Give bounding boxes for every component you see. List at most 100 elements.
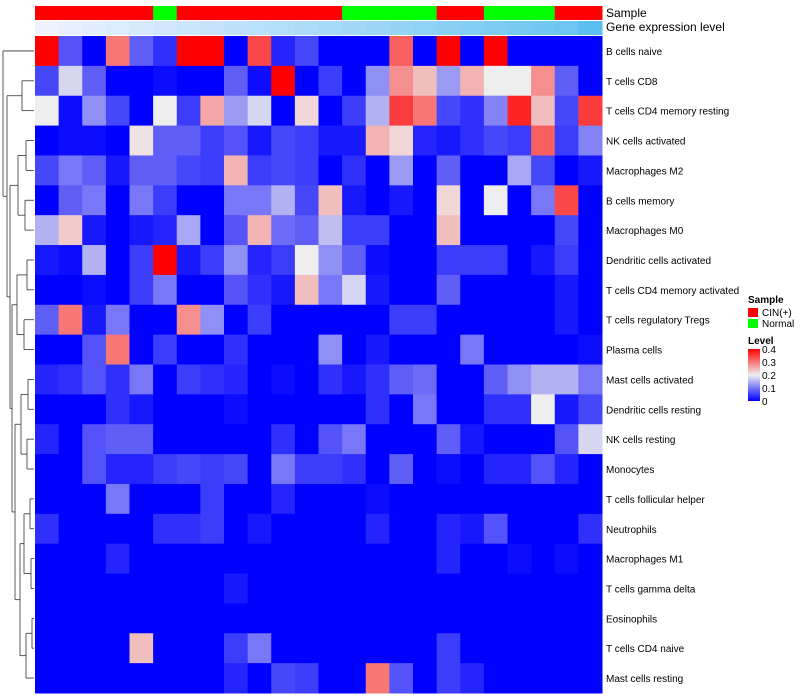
heatmap-cell <box>531 95 556 127</box>
sample-annotation-cell <box>483 6 508 20</box>
heatmap-cell <box>389 155 414 186</box>
heatmap-cell <box>176 543 201 575</box>
heatmap-cell <box>507 155 532 186</box>
heatmap-cell <box>389 185 414 216</box>
heatmap-cell <box>105 95 130 127</box>
heatmap-cell <box>413 185 438 216</box>
heatmap-cell <box>153 543 178 575</box>
heatmap-cell <box>483 304 508 336</box>
row-labels: B cells naive T cells CD8 T cells CD4 memo… <box>606 47 739 685</box>
heatmap-cell <box>271 633 296 664</box>
heatmap-cell <box>483 603 508 634</box>
legend-level-tick: 0.3 <box>762 358 776 369</box>
heatmap-cell <box>82 274 107 306</box>
heatmap-cell <box>224 663 249 694</box>
heatmap-cell <box>224 274 249 306</box>
heatmap-cell <box>460 513 485 545</box>
heatmap-cell <box>460 334 485 365</box>
heatmap-cell <box>318 125 343 156</box>
heatmap-cell <box>460 483 485 515</box>
heatmap-cell <box>483 215 508 246</box>
heatmap-cell <box>436 125 461 156</box>
heatmap-cell <box>176 573 201 604</box>
heatmap-cell <box>58 424 83 455</box>
heatmap-cell <box>271 573 296 604</box>
heatmap-cell <box>271 185 296 216</box>
heatmap-cell <box>460 364 485 395</box>
heatmap-cell <box>460 663 485 694</box>
heatmap-cell <box>247 364 272 395</box>
row-label: NK cells activated <box>606 137 685 148</box>
heatmap-cell <box>531 185 556 216</box>
sample-annotation-cell <box>507 6 532 20</box>
heatmap-cell <box>318 394 343 425</box>
heatmap-cell <box>342 245 367 276</box>
heatmap-cell <box>58 95 83 127</box>
heatmap-cell <box>365 334 390 365</box>
expression-annotation-cell <box>507 21 532 35</box>
heatmap-cell <box>200 633 225 664</box>
heatmap-cell <box>578 95 603 127</box>
heatmap-cell <box>247 155 272 186</box>
heatmap-cell <box>436 394 461 425</box>
heatmap-cell <box>460 454 485 485</box>
heatmap-cell <box>247 334 272 365</box>
heatmap-cell <box>271 513 296 545</box>
heatmap-cell <box>578 185 603 216</box>
heatmap-cell <box>365 633 390 664</box>
heatmap-cell <box>35 573 60 604</box>
heatmap-cell <box>389 603 414 634</box>
heatmap-cell <box>129 36 154 67</box>
heatmap-cell <box>200 65 225 97</box>
heatmap-cell <box>342 633 367 664</box>
heatmap-cell <box>483 663 508 694</box>
heatmap-cell <box>436 185 461 216</box>
heatmap-cell <box>58 663 83 694</box>
heatmap-cell <box>153 573 178 604</box>
legend: Sample CIN(+) Normal Level 0.4 0.3 0.2 0… <box>748 295 794 408</box>
heatmap-cell <box>460 543 485 575</box>
heatmap-cell <box>224 125 249 156</box>
row-label: Monocytes <box>606 465 654 476</box>
heatmap-cell <box>82 65 107 97</box>
heatmap-cell <box>247 663 272 694</box>
heatmap-cell <box>554 334 579 365</box>
heatmap-cell <box>365 155 390 186</box>
heatmap-cell <box>294 185 319 216</box>
heatmap-cell <box>105 663 130 694</box>
heatmap-cell <box>224 215 249 246</box>
heatmap-cell <box>413 95 438 127</box>
heatmap-cell <box>82 454 107 485</box>
heatmap-cell <box>129 424 154 455</box>
heatmap-cell <box>153 394 178 425</box>
heatmap-cell <box>413 245 438 276</box>
heatmap-cell <box>365 65 390 97</box>
legend-level-tick: 0.1 <box>762 384 776 395</box>
sample-annotation-cell <box>153 6 178 20</box>
heatmap-cell <box>507 274 532 306</box>
heatmap-cell <box>578 125 603 156</box>
heatmap-cell <box>436 65 461 97</box>
heatmap-cell <box>294 633 319 664</box>
heatmap-cell <box>224 36 249 67</box>
heatmap-cell <box>507 364 532 395</box>
sample-annotation-cell <box>271 6 296 20</box>
heatmap-cell <box>129 245 154 276</box>
heatmap-cell <box>82 364 107 395</box>
heatmap-cell <box>578 36 603 67</box>
heatmap-cell <box>247 125 272 156</box>
heatmap-cell <box>578 513 603 545</box>
heatmap-cell <box>554 424 579 455</box>
expression-annotation-cell <box>271 21 296 35</box>
heatmap-cell <box>436 36 461 67</box>
heatmap-cell <box>35 95 60 127</box>
heatmap-cell <box>35 543 60 575</box>
heatmap-cell <box>105 215 130 246</box>
heatmap-cell <box>200 245 225 276</box>
row-label: Mast cells resting <box>606 674 683 685</box>
heatmap-cell <box>247 454 272 485</box>
heatmap-cell <box>58 483 83 515</box>
heatmap-cell <box>318 603 343 634</box>
heatmap-cell <box>342 334 367 365</box>
